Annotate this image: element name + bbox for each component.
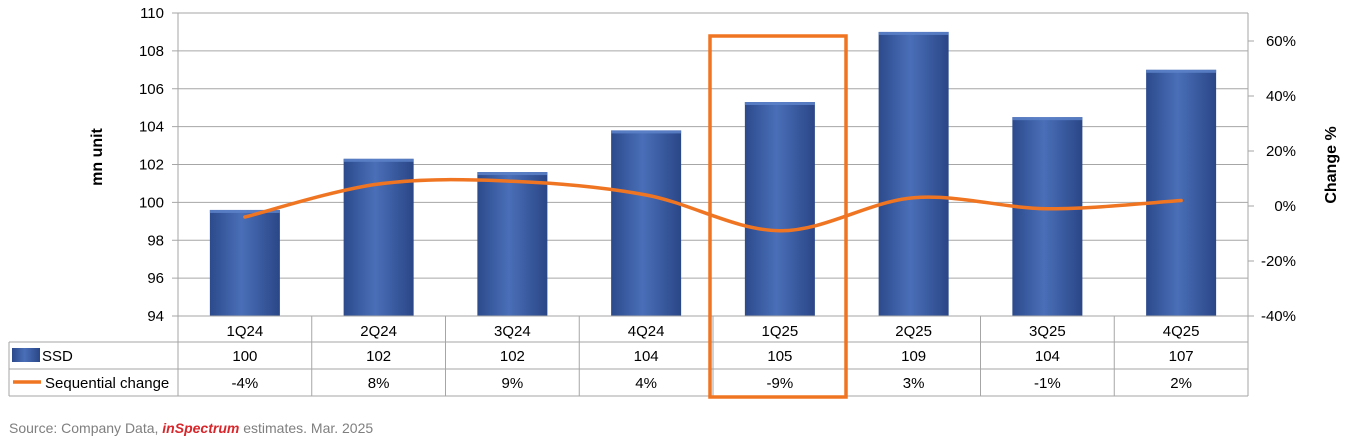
right-tick-label: 0% (1274, 198, 1296, 215)
source-note: Source: Company Data, inSpectrum estimat… (9, 420, 373, 436)
category-label: 4Q24 (628, 323, 665, 340)
left-tick-label: 96 (147, 270, 164, 287)
legend-label-sequential: Sequential change (45, 375, 169, 392)
left-axis: 94 96 98 100 102 104 106 108 110 (139, 5, 179, 325)
legend-label-ssd: SSD (42, 348, 73, 365)
change-value: -1% (1034, 375, 1061, 392)
category-label: 2Q24 (360, 323, 397, 340)
bar-top-4Q25 (1146, 69, 1217, 73)
bar-3Q25 (1012, 117, 1083, 316)
bar-top-3Q24 (477, 172, 548, 176)
bar-4Q25 (1146, 69, 1217, 316)
bar-top-3Q25 (1012, 117, 1083, 121)
ssd-value: 107 (1169, 348, 1194, 365)
bar-1Q25 (744, 102, 815, 316)
change-value: 4% (635, 375, 657, 392)
bar-top-2Q24 (343, 158, 414, 162)
left-tick-label: 102 (139, 157, 164, 174)
ssd-value: 100 (232, 348, 257, 365)
left-tick-label: 104 (139, 119, 164, 136)
left-axis-title: mn unit (89, 127, 106, 185)
change-value: 2% (1170, 375, 1192, 392)
change-value: 8% (368, 375, 390, 392)
brand-in: in (162, 420, 175, 436)
ssd-value: 102 (366, 348, 391, 365)
line-series (243, 177, 1183, 233)
change-value: 3% (903, 375, 925, 392)
highlight-box (708, 34, 848, 399)
category-label: 4Q25 (1163, 323, 1200, 340)
right-tick-label: -40% (1261, 308, 1296, 325)
left-tick-label: 106 (139, 81, 164, 98)
right-axis-title: Change % (1323, 126, 1340, 203)
ssd-value: 105 (767, 348, 792, 365)
category-label: 2Q25 (895, 323, 932, 340)
source-suffix: estimates. Mar. 2025 (239, 420, 374, 436)
change-value: -4% (232, 375, 259, 392)
left-tick-label: 108 (139, 43, 164, 60)
right-tick-label: -20% (1261, 253, 1296, 270)
category-label: 1Q24 (227, 323, 264, 340)
category-label: 3Q24 (494, 323, 531, 340)
ssd-value: 102 (500, 348, 525, 365)
category-label: 3Q25 (1029, 323, 1066, 340)
bar-2Q25 (878, 31, 949, 316)
category-label: 1Q25 (762, 323, 799, 340)
data-table: 1Q24 2Q24 3Q24 4Q24 1Q25 2Q25 3Q25 4Q25 SSD Seque… (8, 315, 1249, 397)
bar-top-2Q25 (878, 31, 949, 35)
right-tick-label: 20% (1266, 143, 1296, 160)
change-value: -9% (767, 375, 794, 392)
brand-rest: Spectrum (174, 420, 240, 436)
left-tick-label: 98 (147, 232, 164, 249)
ssd-value: 109 (901, 348, 926, 365)
right-tick-label: 60% (1266, 33, 1296, 50)
legend-swatch-ssd (12, 348, 40, 362)
left-tick-label: 94 (147, 308, 164, 325)
bar-series (209, 31, 1217, 316)
right-axis: -40% -20% 0% 20% 40% 60% (1247, 13, 1296, 325)
bar-4Q24 (611, 130, 682, 316)
bar-top-1Q25 (744, 102, 815, 106)
bar-top-1Q24 (209, 209, 280, 213)
bar-1Q24 (209, 209, 280, 316)
left-tick-label: 110 (140, 5, 164, 22)
gridlines (178, 12, 1248, 317)
right-tick-label: 40% (1266, 88, 1296, 105)
chart: 94 96 98 100 102 104 106 108 110 -40% -20% 0% 20% 40… (8, 5, 1340, 399)
left-tick-label: 100 (139, 194, 164, 211)
bar-3Q24 (477, 172, 548, 316)
bar-top-4Q24 (611, 130, 682, 134)
change-value: 9% (502, 375, 524, 392)
sequential-change-line (243, 177, 1183, 233)
source-prefix: Source: Company Data, (9, 420, 163, 436)
ssd-value: 104 (634, 348, 659, 365)
ssd-value: 104 (1035, 348, 1060, 365)
